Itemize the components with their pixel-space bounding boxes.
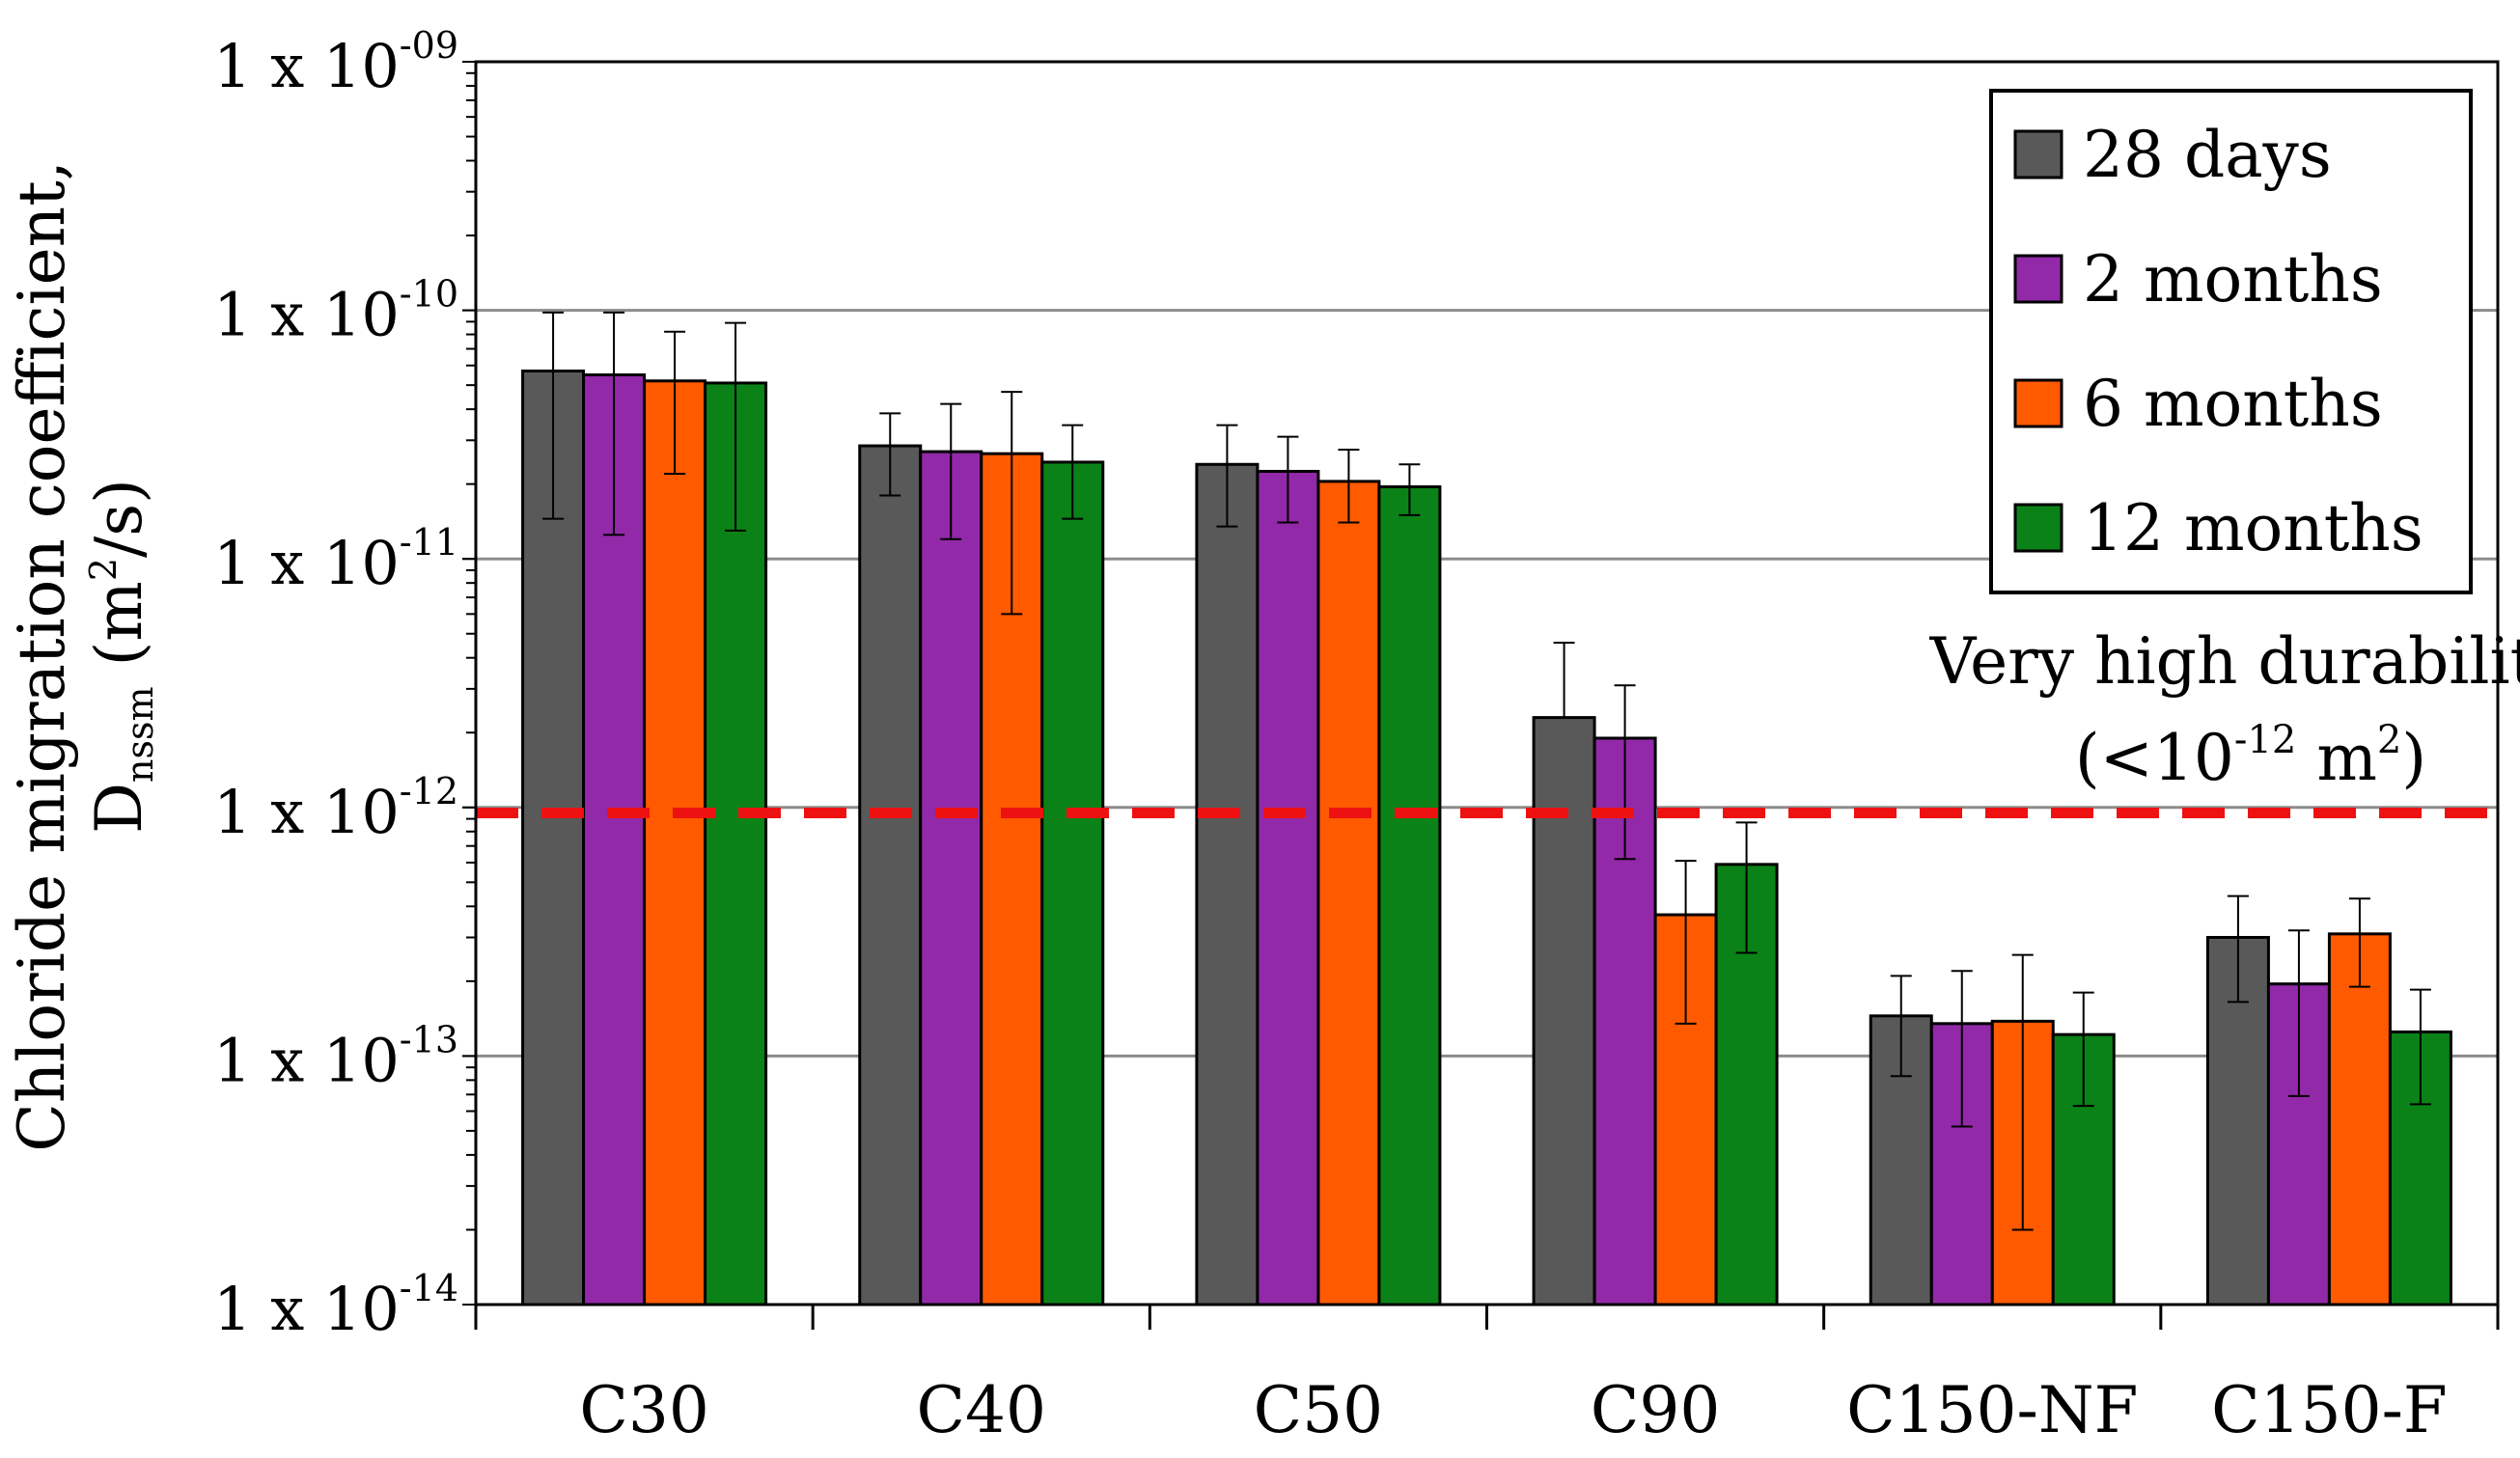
bar-groups [521, 311, 2452, 1307]
y-axis-title: Chloride migration coefficient, Dnssm (m… [5, 160, 161, 1151]
bar-group-c50 [1195, 424, 1442, 1307]
bar-group-c90 [1532, 642, 1779, 1307]
x-tick-label: C90 [1591, 1373, 1720, 1447]
y-tick-label: 1 x 10-09 [213, 24, 458, 101]
legend-label: 28 days [2083, 118, 2332, 192]
y-tick-label: 1 x 10-10 [213, 273, 458, 350]
legend-swatch [2013, 254, 2063, 304]
bar-2-months [919, 450, 983, 1307]
legend: 28 days 2 months 6 months 12 months [1989, 89, 2473, 594]
bar-12-months [1377, 484, 1442, 1307]
bar-12-months [1040, 460, 1105, 1307]
axis-ticks [462, 61, 2500, 1330]
legend-swatch [2013, 129, 2063, 179]
legend-swatch [2013, 378, 2063, 428]
x-tick-label: C150-F [2211, 1373, 2448, 1447]
y-tick-label: 1 x 10-13 [213, 1018, 458, 1095]
threshold-label-line2: (<10-12 m2) [2075, 718, 2426, 795]
legend-label: 2 months [2083, 242, 2383, 316]
y-axis-title-line2: Dnssm (m2/s) [82, 479, 161, 834]
y-tick-labels: 1 x 10-09 1 x 10-10 1 x 10-11 1 x 10-12 1 x … [213, 24, 458, 1344]
bar-6-months [2327, 932, 2392, 1307]
bar-group-c150-nf [1869, 953, 2116, 1307]
bar-28-days [1195, 462, 1260, 1307]
legend-label: 6 months [2083, 367, 2383, 441]
threshold-label-line1: Very high durability [1929, 624, 2520, 699]
bar-28-days [1532, 716, 1596, 1307]
bar-12-months [704, 381, 768, 1307]
y-tick-label: 1 x 10-11 [213, 521, 458, 598]
bar-group-c150-f [2205, 894, 2452, 1307]
y-axis-title-line1: Chloride migration coefficient, [5, 160, 79, 1151]
bar-6-months [643, 379, 707, 1307]
bar-28-days [858, 444, 923, 1307]
threshold-label: Very high durability (<10-12 m2) [1929, 624, 2520, 795]
legend-box [1989, 89, 2473, 594]
x-tick-label: C50 [1254, 1373, 1383, 1447]
legend-label: 12 months [2083, 491, 2423, 565]
bar-group-c40 [858, 391, 1105, 1307]
y-tick-label: 1 x 10-12 [213, 770, 458, 847]
x-tick-label: C30 [579, 1373, 708, 1447]
bar-6-months [1316, 480, 1381, 1307]
legend-swatch [2013, 503, 2063, 553]
x-tick-label: C150-NF [1846, 1373, 2138, 1447]
bar-group-c30 [521, 311, 768, 1307]
y-tick-label: 1 x 10-14 [213, 1267, 458, 1344]
bar-2-months [1256, 469, 1320, 1307]
plot-frame [474, 60, 2500, 1307]
x-tick-label: C40 [917, 1373, 1046, 1447]
x-tick-labels: C30 C40 C50 C90 C150-NF C150-F [579, 1373, 2447, 1447]
